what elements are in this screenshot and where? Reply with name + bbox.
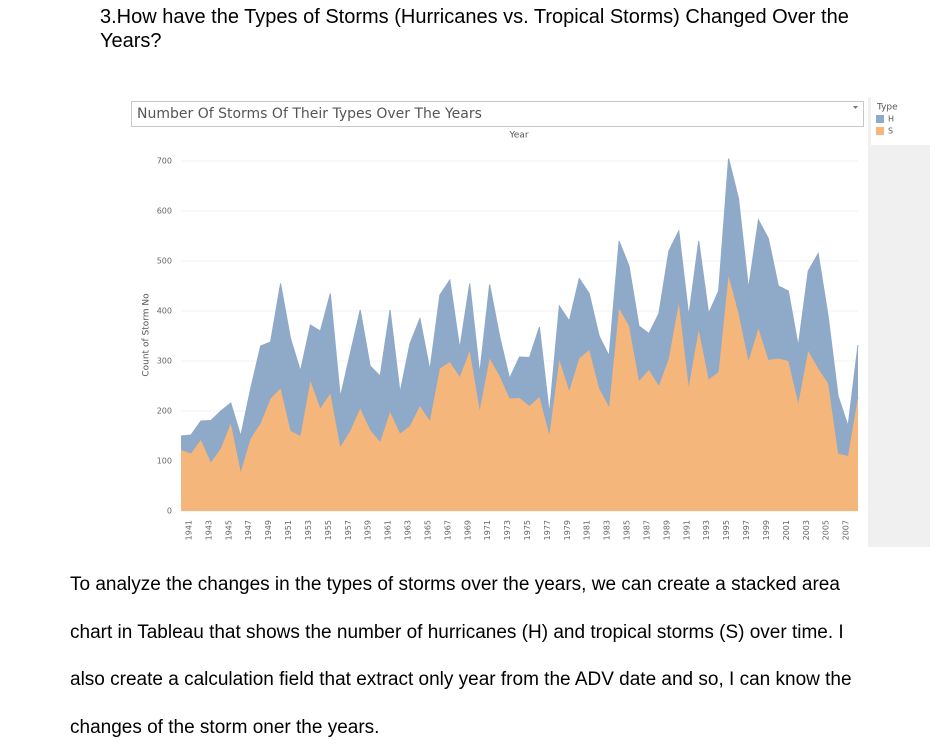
x-tick-label: 1961 (384, 520, 393, 540)
x-tick-label: 1979 (563, 520, 572, 540)
x-tick-label: 1981 (583, 520, 592, 540)
x-tick-label: 1957 (344, 520, 353, 540)
x-tick-label: 1973 (503, 520, 512, 540)
x-tick-label: 1949 (264, 520, 273, 540)
x-tick-label: 1987 (642, 520, 651, 540)
x-tick-label: 1959 (364, 520, 373, 540)
x-tick-label: 1951 (284, 520, 293, 540)
y-tick-label: 200 (157, 407, 172, 416)
x-tick-label: 1983 (603, 520, 612, 540)
legend-label: H (888, 115, 894, 124)
x-tick-label: 1995 (722, 520, 731, 540)
legend-swatch (876, 127, 884, 135)
side-panel (868, 97, 930, 547)
chart: Number Of Storms Of Their Types Over The… (131, 97, 930, 547)
y-tick-label: 300 (157, 357, 172, 366)
x-tick-label: 1989 (662, 520, 671, 540)
legend-title: Type (876, 103, 898, 113)
y-axis-title: Count of Storm No (142, 293, 152, 377)
x-tick-label: 2005 (822, 520, 831, 540)
y-tick-label: 500 (157, 257, 172, 266)
x-tick-label: 1985 (623, 520, 632, 540)
area-band (181, 276, 858, 511)
x-tick-label: 1941 (185, 520, 194, 540)
y-tick-label: 600 (157, 207, 172, 216)
x-tick-label: 1967 (443, 520, 452, 540)
heading: 3.How have the Types of Storms (Hurrican… (100, 6, 849, 52)
x-tick-label: 1977 (543, 520, 552, 540)
area-edge (180, 158, 859, 437)
legend-label: S (888, 127, 893, 136)
x-tick-label: 1971 (483, 520, 492, 540)
x-tick-label: 1963 (404, 520, 413, 540)
x-tick-label: 1993 (702, 520, 711, 540)
x-tick-label: 1947 (244, 520, 253, 540)
x-tick-label: 1965 (423, 520, 432, 540)
x-tick-label: 2003 (802, 520, 811, 540)
x-tick-label: 2007 (842, 520, 851, 540)
y-tick-label: 400 (157, 307, 172, 316)
x-tick-label: 1969 (463, 520, 472, 540)
dropdown-arrow[interactable] (853, 106, 858, 109)
title-box (131, 101, 864, 127)
x-tick-label: 1991 (682, 520, 691, 540)
paragraph: To analyze the changes in the types of s… (70, 574, 852, 738)
x-tick-label: 1955 (324, 520, 333, 540)
area-band (181, 158, 858, 472)
x-tick-label: 1975 (523, 520, 532, 540)
x-tick-label: 2001 (782, 520, 791, 540)
y-tick-label: 700 (157, 157, 172, 166)
legend-swatch (876, 115, 884, 123)
y-tick-label: 0 (167, 507, 172, 516)
x-tick-label: 1945 (224, 520, 233, 540)
x-tick-label: 1953 (304, 520, 313, 540)
x-tick-label: 1999 (762, 520, 771, 540)
chart-title: Number Of Storms Of Their Types Over The… (137, 106, 482, 122)
x-tick-label: 1943 (204, 520, 213, 540)
y-tick-label: 100 (157, 457, 172, 466)
x-tick-label: 1997 (742, 520, 751, 540)
x-axis-title: Year (508, 131, 528, 141)
